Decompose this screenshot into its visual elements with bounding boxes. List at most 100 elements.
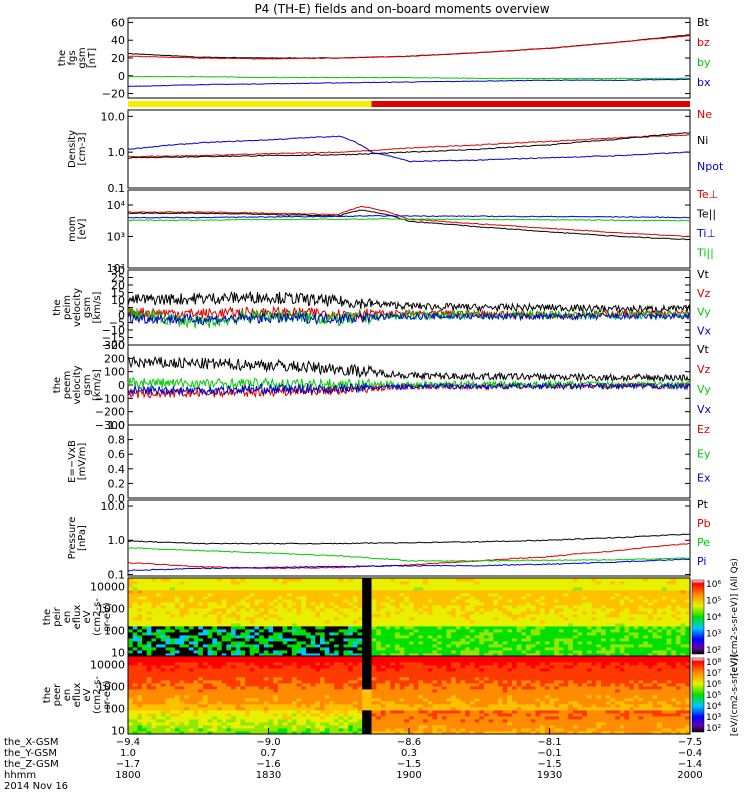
spec-cell xyxy=(146,662,152,666)
spec-cell xyxy=(366,650,372,654)
spec-cell xyxy=(263,599,269,603)
spec-cell xyxy=(404,719,410,723)
spec-cell xyxy=(530,641,536,645)
spec-cell xyxy=(427,650,433,654)
spec-cell xyxy=(601,608,607,612)
spec-cell xyxy=(221,608,227,612)
spec-cell xyxy=(142,689,148,693)
spec-cell xyxy=(226,635,232,639)
spec-cell xyxy=(680,584,686,588)
spec-cell xyxy=(212,608,218,612)
spec-cell xyxy=(170,668,176,672)
spec-cell xyxy=(586,623,593,627)
spec-cell xyxy=(245,659,251,663)
spec-cell xyxy=(394,713,401,717)
spec-cell xyxy=(268,716,274,720)
spec-cell xyxy=(418,614,424,618)
spec-cell xyxy=(413,671,419,675)
spec-cell xyxy=(357,695,363,699)
spec-cell xyxy=(348,641,354,645)
spec-cell xyxy=(469,638,475,642)
spec-cell xyxy=(385,587,391,591)
spec-cell xyxy=(301,704,307,708)
spec-cell xyxy=(324,587,330,591)
spec-cell xyxy=(165,695,171,699)
spec-cell xyxy=(362,659,368,663)
spec-cell xyxy=(240,596,246,600)
spec-cell xyxy=(128,713,134,717)
ytick-label: 1000 xyxy=(97,603,125,616)
spec-cell xyxy=(212,707,218,711)
spec-cell xyxy=(315,665,321,669)
spec-cell xyxy=(413,668,419,672)
spec-cell xyxy=(385,725,391,729)
spec-cell xyxy=(334,581,340,585)
spec-cell xyxy=(268,719,274,723)
spec-cell xyxy=(142,653,148,657)
spec-cell xyxy=(591,581,597,585)
spec-cell xyxy=(174,698,180,702)
spec-cell xyxy=(221,668,227,672)
spec-cell xyxy=(441,596,447,600)
spec-cell xyxy=(390,677,396,681)
spec-cell xyxy=(231,599,237,603)
spec-cell xyxy=(240,605,246,609)
spec-cell xyxy=(296,629,302,633)
spec-cell xyxy=(357,713,363,717)
spec-cell xyxy=(366,710,372,714)
spec-cell xyxy=(451,653,457,657)
spec-cell xyxy=(446,608,452,612)
spec-cell xyxy=(226,653,232,657)
spec-cell xyxy=(371,602,377,606)
spec-cell xyxy=(174,611,180,615)
spec-cell xyxy=(179,683,185,687)
spec-cell xyxy=(460,644,466,648)
spec-cell xyxy=(273,581,279,585)
spec-cell xyxy=(451,617,457,621)
spec-cell xyxy=(591,635,597,639)
spec-cell xyxy=(586,581,593,585)
spec-cell xyxy=(235,662,241,666)
spec-cell xyxy=(366,602,372,606)
spec-cell xyxy=(320,662,326,666)
y-axis-label: peir xyxy=(52,606,63,626)
spec-cell xyxy=(390,638,396,642)
spec-cell xyxy=(357,674,363,678)
spec-cell xyxy=(568,632,574,636)
spec-cell xyxy=(563,590,569,594)
spec-cell xyxy=(231,704,237,708)
spec-cell xyxy=(324,653,330,657)
spec-cell xyxy=(568,653,574,657)
spec-cell xyxy=(291,590,297,594)
spec-cell xyxy=(282,698,288,702)
spec-cell xyxy=(273,674,279,678)
spec-cell xyxy=(245,692,251,696)
spec-cell xyxy=(160,641,166,645)
spec-cell xyxy=(184,659,190,663)
spec-cell xyxy=(661,593,667,597)
spec-cell xyxy=(512,605,518,609)
spec-cell xyxy=(226,659,232,663)
spec-cell xyxy=(226,677,232,681)
spec-cell xyxy=(465,617,471,621)
spec-cell xyxy=(399,617,405,621)
spec-cell xyxy=(661,608,667,612)
spec-cell xyxy=(202,692,209,696)
spec-cell xyxy=(376,623,382,627)
spec-cell xyxy=(137,632,143,636)
spec-cell xyxy=(601,632,607,636)
spec-cell xyxy=(193,716,199,720)
spec-cell xyxy=(493,578,499,582)
y-axis-label: eflux xyxy=(72,605,83,630)
spec-cell xyxy=(540,599,546,603)
series-peim_velocity-1 xyxy=(127,305,691,320)
spec-cell xyxy=(174,638,180,642)
spec-cell xyxy=(615,650,621,654)
spec-cell xyxy=(212,626,218,630)
spec-cell xyxy=(207,716,213,720)
spec-cell xyxy=(657,632,663,636)
spec-cell xyxy=(451,644,457,648)
spec-cell xyxy=(216,623,223,627)
spec-cell xyxy=(376,620,382,624)
spec-cell xyxy=(404,668,410,672)
